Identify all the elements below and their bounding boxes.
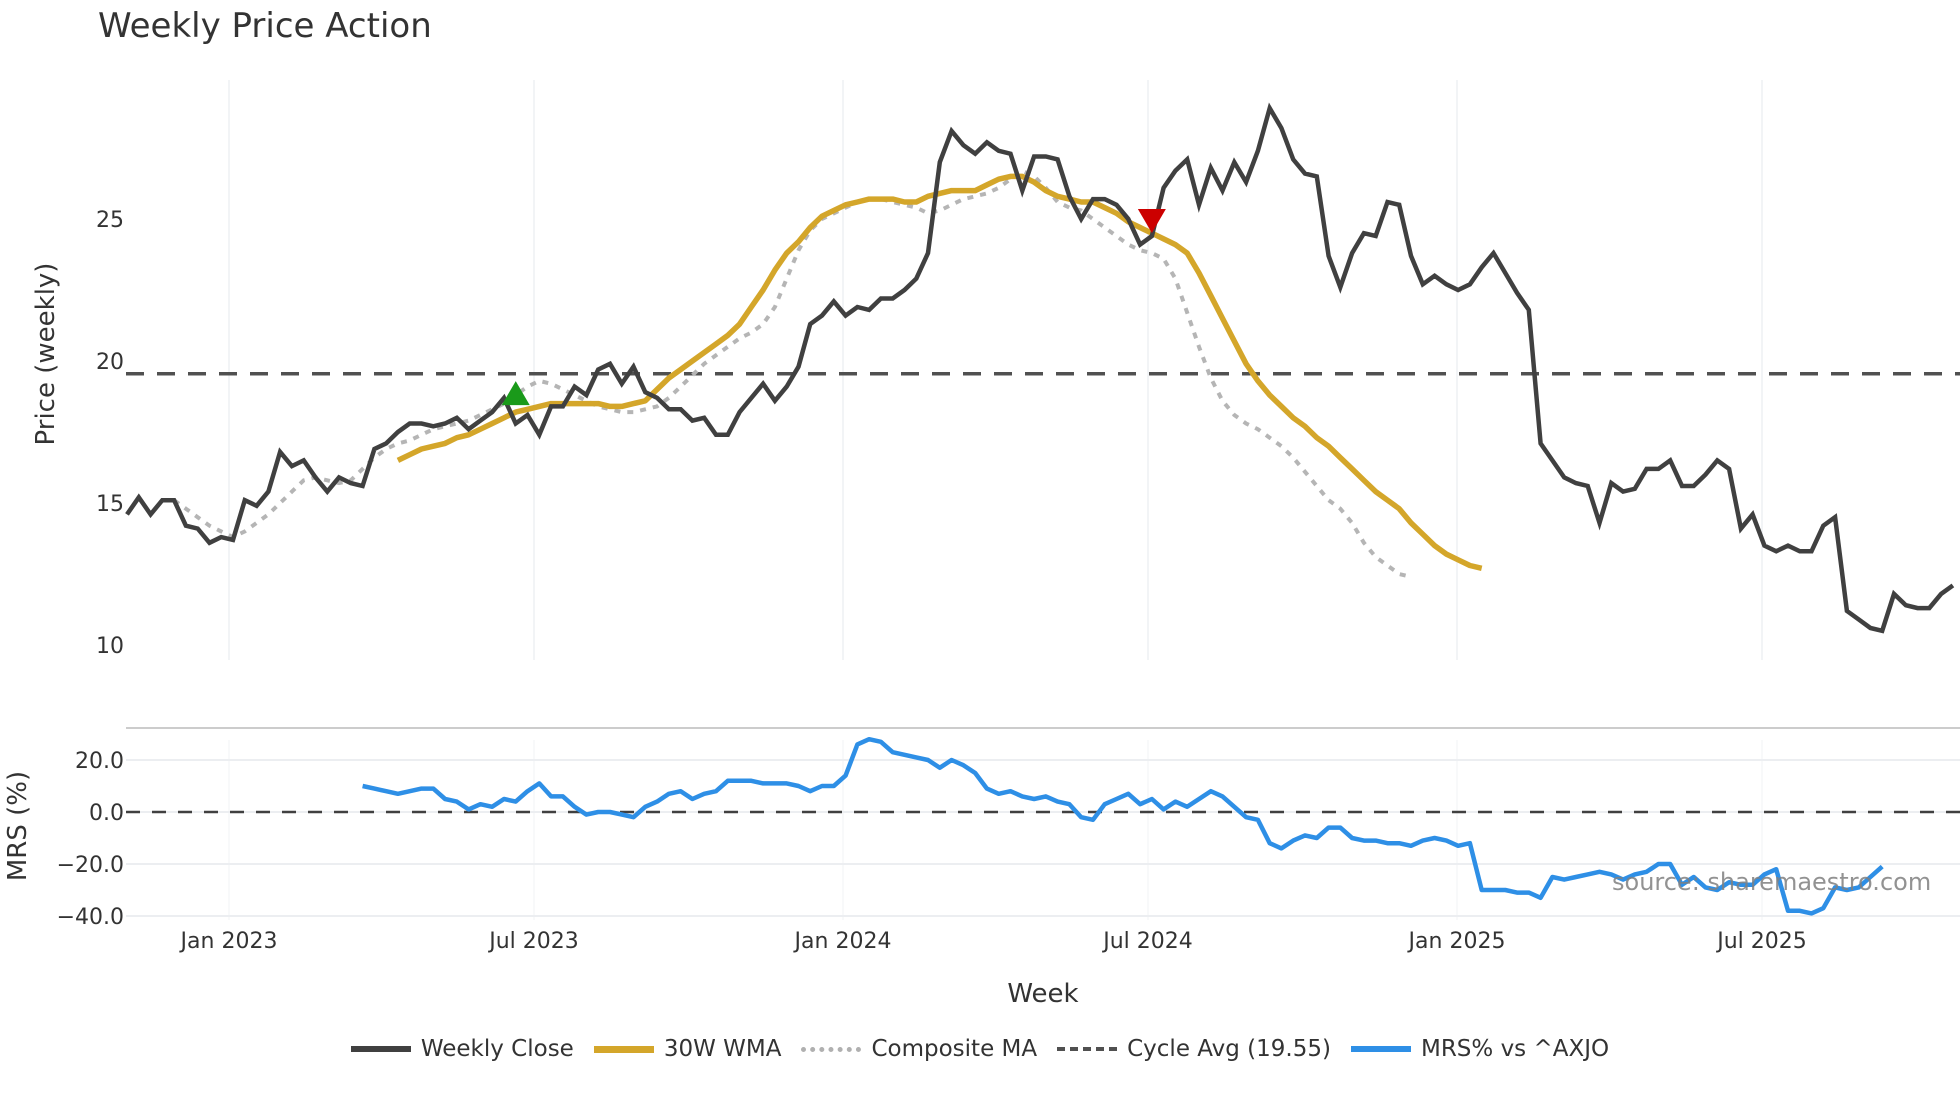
x-tick-label: Jul 2023 bbox=[487, 929, 579, 954]
weekly-close-line bbox=[125, 102, 1955, 634]
source-watermark: source: sharemaestro.com bbox=[1612, 868, 1931, 896]
cycle-avg-swatch-icon bbox=[1057, 1047, 1118, 1051]
x-axis-label: Week bbox=[1007, 979, 1078, 1009]
legend-label: Weekly Close bbox=[420, 1036, 574, 1062]
mrs-swatch-icon bbox=[1350, 1046, 1411, 1052]
x-axis-ticks: Jan 2023 Jul 2023 Jan 2024 Jul 2024 Jan 2025… bbox=[179, 929, 1807, 954]
mrs-y-tick: −20.0 bbox=[57, 853, 124, 878]
weekly-close-swatch-icon bbox=[350, 1046, 411, 1052]
legend-item-mrs[interactable]: MRS% vs ^AXJO bbox=[1350, 1036, 1610, 1062]
wma-30w-line bbox=[396, 173, 1483, 571]
legend-item-weekly-close[interactable]: Weekly Close bbox=[350, 1036, 574, 1062]
price-y-axis-label: Price (weekly) bbox=[31, 263, 61, 446]
legend: Weekly Close 30W WMA Composite MA Cycle … bbox=[0, 1036, 1960, 1062]
legend-item-wma[interactable]: 30W WMA bbox=[593, 1036, 782, 1062]
legend-label: Cycle Avg (19.55) bbox=[1127, 1036, 1331, 1062]
x-tick-label: Jul 2024 bbox=[1101, 929, 1193, 954]
mrs-y-tick: 0.0 bbox=[89, 801, 124, 826]
legend-item-cycle-avg[interactable]: Cycle Avg (19.55) bbox=[1057, 1036, 1331, 1062]
price-y-tick: 15 bbox=[96, 492, 124, 517]
mrs-y-tick: 20.0 bbox=[75, 749, 124, 774]
mrs-line bbox=[362, 736, 1884, 916]
legend-item-composite-ma[interactable]: Composite MA bbox=[801, 1036, 1037, 1062]
vertical-gridlines bbox=[228, 80, 1763, 660]
signal-markers bbox=[501, 209, 1166, 406]
price-y-tick: 25 bbox=[96, 208, 124, 233]
price-y-tick: 20 bbox=[96, 350, 124, 375]
buy-signal-icon bbox=[501, 381, 530, 406]
wma-swatch-icon bbox=[593, 1045, 654, 1053]
composite-ma-line bbox=[172, 168, 1412, 579]
price-y-axis-ticks: 10 15 20 25 bbox=[96, 208, 124, 659]
price-y-tick: 10 bbox=[96, 634, 124, 659]
chart-title: Weekly Price Action bbox=[98, 6, 432, 46]
legend-label: 30W WMA bbox=[663, 1036, 782, 1062]
x-tick-label: Jul 2025 bbox=[1715, 929, 1807, 954]
x-tick-label: Jan 2023 bbox=[179, 929, 278, 954]
x-tick-label: Jan 2024 bbox=[793, 929, 892, 954]
mrs-y-axis-label: MRS (%) bbox=[3, 771, 33, 881]
mrs-y-axis-ticks: −40.0 −20.0 0.0 20.0 bbox=[57, 749, 124, 930]
composite-ma-swatch-icon bbox=[801, 1046, 862, 1052]
legend-label: MRS% vs ^AXJO bbox=[1420, 1036, 1610, 1062]
mrs-y-tick: −40.0 bbox=[57, 905, 124, 930]
legend-label: Composite MA bbox=[871, 1036, 1038, 1062]
sell-signal-icon bbox=[1137, 209, 1166, 233]
x-tick-label: Jan 2025 bbox=[1407, 929, 1506, 954]
